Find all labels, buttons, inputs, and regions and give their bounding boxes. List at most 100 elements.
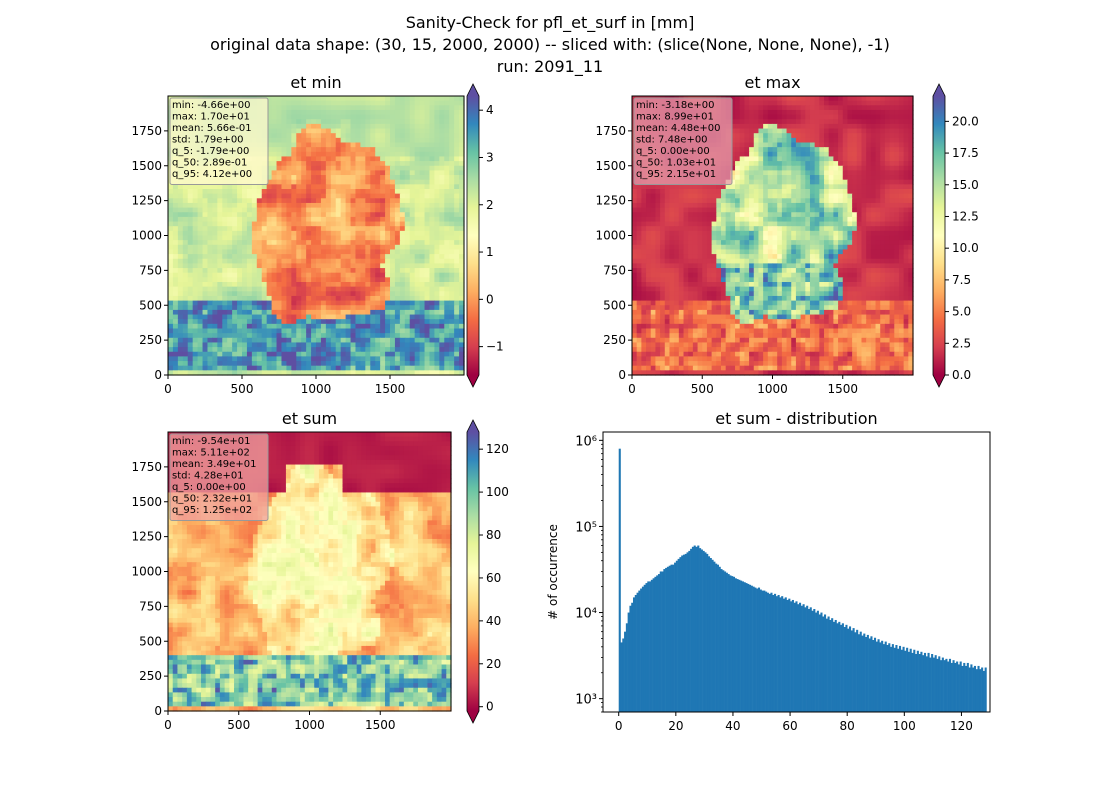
stats-line: mean: 4.48e+00 [636, 123, 720, 134]
histogram-bar [784, 597, 787, 712]
histogram-bar [627, 612, 630, 712]
histogram-bar [829, 619, 832, 712]
histogram-bar [870, 636, 873, 712]
stats-line: q_5: 0.00e+00 [172, 482, 246, 493]
histogram-bar [643, 584, 646, 712]
histogram-bar [841, 623, 844, 712]
histogram-bar [897, 648, 900, 712]
histogram-bar [725, 572, 728, 712]
histogram-bar [618, 448, 621, 712]
histogram-bar [847, 628, 850, 712]
y-tick-label: 500 [139, 298, 162, 312]
stats-line: std: 7.48e+00 [636, 135, 708, 146]
histogram-bar [823, 614, 827, 712]
stats-line: max: 8.99e+01 [636, 112, 714, 123]
heatmap-panel-3 [167, 431, 452, 712]
y-tick-label: 1000 [131, 565, 162, 579]
histogram-bar [629, 605, 632, 712]
histogram-bar [747, 583, 750, 712]
panel-title: et sum [282, 409, 337, 428]
histogram-bar [645, 583, 648, 712]
histogram-bar [659, 571, 662, 712]
stats-line: q_95: 2.15e+01 [636, 169, 716, 180]
colorbar-tick-label: 4 [486, 103, 494, 117]
x-tick-label: 1000 [757, 382, 788, 396]
stats-line: q_5: -1.79e+00 [172, 146, 249, 157]
histogram-bar [809, 607, 812, 712]
histogram-bar [654, 576, 657, 712]
colorbar [467, 432, 479, 711]
histogram-bar [881, 640, 884, 712]
histogram-bar [884, 641, 887, 712]
histogram-bar [738, 579, 741, 712]
histogram-bar [956, 661, 959, 712]
colorbar-tick-label: 60 [486, 571, 501, 585]
colorbar-outline [466, 419, 480, 724]
histogram-bar [686, 552, 689, 712]
histogram-bar [731, 576, 734, 712]
histogram-bar [982, 670, 985, 712]
histogram-bar [882, 644, 885, 712]
colorbar-extend-top [467, 84, 479, 96]
histogram-bar [681, 555, 684, 712]
histogram-bar [650, 579, 653, 712]
histogram-bar [677, 558, 680, 712]
panel-title: et min [290, 73, 341, 92]
y-tick-label: 10⁵ [575, 520, 597, 535]
colorbar-tick-label: −1 [486, 340, 504, 354]
y-tick-label: 500 [603, 298, 626, 312]
histogram-bar [836, 623, 839, 712]
histogram-bar [707, 556, 711, 712]
histogram-bar [820, 612, 823, 712]
histogram-bar [775, 596, 778, 712]
x-tick-label: 500 [231, 382, 254, 396]
histogram-bar [907, 651, 910, 712]
histogram-bar [647, 581, 650, 712]
histogram-bar [702, 550, 705, 712]
histogram-bar [704, 552, 707, 712]
histogram-bar [631, 602, 634, 712]
histogram-bar [898, 645, 902, 712]
y-tick-label: 1500 [131, 159, 162, 173]
colorbar-tick-label: 10.0 [952, 241, 979, 255]
histogram-bar [727, 574, 730, 712]
histogram-bar [954, 662, 957, 712]
colorbar-tick-label: 0 [486, 700, 494, 714]
colorbar-tick-label: 17.5 [952, 146, 979, 160]
x-tick-label: 1000 [294, 718, 325, 732]
colorbar-tick-label: 2 [486, 198, 494, 212]
y-tick-label: 250 [139, 333, 162, 347]
histogram-bar [690, 548, 693, 712]
histogram-bar [984, 667, 987, 712]
histogram-bar [640, 588, 643, 712]
histogram-bar [922, 655, 925, 712]
histogram-bar [761, 590, 764, 712]
stats-line: max: 5.11e+02 [172, 448, 250, 459]
histogram-bar [816, 610, 819, 712]
histogram-bar [929, 657, 932, 712]
histogram-bar [759, 589, 762, 712]
y-tick-label: 1250 [131, 530, 162, 544]
histogram-bar [950, 662, 953, 712]
histogram-bar [682, 554, 686, 712]
panel-title: et max [744, 73, 800, 92]
histogram-bar [979, 669, 982, 712]
y-tick-label: 1750 [131, 124, 162, 138]
colorbar-tick-label: 80 [486, 528, 501, 542]
x-tick-label: 1500 [365, 718, 396, 732]
y-tick-label: 1250 [595, 194, 626, 208]
histogram-bar [757, 587, 761, 712]
colorbar-tick-label: 12.5 [952, 209, 979, 223]
histogram-bar [797, 604, 800, 712]
histogram-bar [672, 564, 675, 712]
histogram-bar [679, 557, 682, 712]
x-tick-label: 500 [691, 382, 714, 396]
histogram-bar [684, 553, 687, 712]
histogram-bar [765, 591, 768, 712]
histogram-bar [807, 608, 811, 712]
histogram-bar [890, 646, 893, 712]
stats-line: q_50: 2.89e-01 [172, 158, 247, 169]
histogram-bar [779, 597, 782, 712]
stats-line: q_95: 1.25e+02 [172, 505, 252, 516]
stats-line: mean: 3.49e+01 [172, 459, 256, 470]
